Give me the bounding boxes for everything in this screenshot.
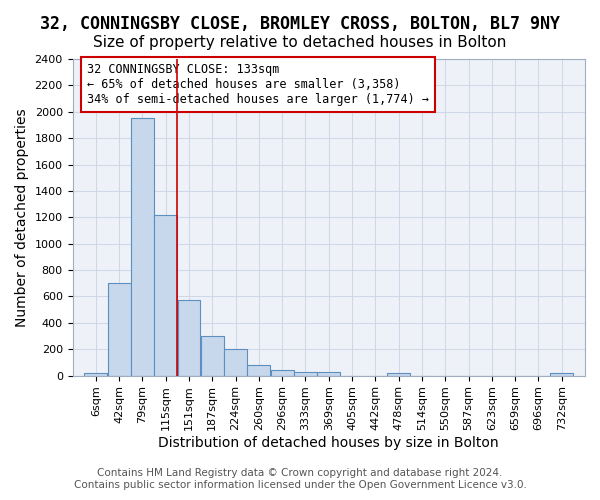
Bar (131, 118, 154, 376)
Bar (317, 372, 340, 376)
Text: 32, CONNINGSBY CLOSE, BROMLEY CROSS, BOLTON, BL7 9NY: 32, CONNINGSBY CLOSE, BROMLEY CROSS, BOL… (40, 15, 560, 33)
Bar (550, 373, 573, 376)
Bar (224, 349, 247, 376)
Text: 32 CONNINGSBY CLOSE: 133sqm
← 65% of detached houses are smaller (3,358)
34% of : 32 CONNINGSBY CLOSE: 133sqm ← 65% of det… (88, 63, 430, 106)
Bar (247, 365, 270, 376)
Bar (108, 284, 131, 376)
Bar (178, 300, 200, 376)
Bar (85, 373, 107, 376)
Text: Contains HM Land Registry data © Crown copyright and database right 2024.
Contai: Contains HM Land Registry data © Crown c… (74, 468, 526, 490)
Bar (294, 372, 317, 376)
Y-axis label: Number of detached properties: Number of detached properties (15, 108, 29, 326)
Bar (201, 336, 224, 376)
X-axis label: Distribution of detached houses by size in Bolton: Distribution of detached houses by size … (158, 436, 499, 450)
Bar (271, 370, 293, 376)
Bar (387, 373, 410, 376)
Text: Size of property relative to detached houses in Bolton: Size of property relative to detached ho… (94, 35, 506, 50)
Bar (154, 214, 177, 376)
